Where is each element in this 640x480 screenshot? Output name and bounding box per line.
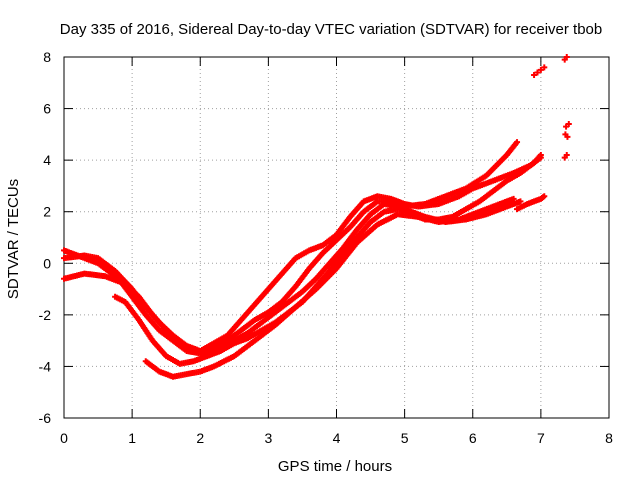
y-tick-label: -2 (39, 307, 52, 323)
chart-title: Day 335 of 2016, Sidereal Day-to-day VTE… (60, 21, 602, 38)
x-tick-label: 1 (128, 430, 136, 446)
y-tick-label: 8 (43, 49, 51, 65)
data-point (534, 69, 541, 76)
x-tick-label: 7 (537, 430, 545, 446)
series-track-f (514, 193, 548, 213)
data-point (541, 193, 548, 200)
x-tick-label: 2 (196, 430, 204, 446)
data-point (514, 139, 521, 146)
y-tick-label: -4 (39, 358, 52, 374)
x-tick-label: 8 (605, 430, 613, 446)
x-tick-label: 5 (401, 430, 409, 446)
y-tick-label: 2 (43, 204, 51, 220)
x-tick-label: 0 (60, 430, 68, 446)
y-tick-label: 4 (43, 152, 51, 168)
x-axis-label: GPS time / hours (278, 458, 392, 475)
data-point (537, 151, 544, 158)
y-tick-label: 0 (43, 255, 51, 271)
data-point (510, 195, 517, 202)
series-track-e (142, 195, 517, 380)
data-point (563, 54, 570, 60)
y-tick-label: 6 (43, 101, 51, 117)
y-axis: -6 -4 -2 0 2 4 6 8 (39, 49, 609, 426)
data-point (563, 123, 570, 130)
y-tick-label: -6 (39, 410, 52, 426)
x-tick-label: 3 (264, 430, 272, 446)
data-point (564, 133, 571, 140)
data-points (61, 54, 572, 380)
data-point (517, 198, 524, 205)
x-tick-label: 4 (333, 430, 341, 446)
data-point (537, 66, 544, 73)
data-point (563, 151, 570, 158)
series-late-cluster (531, 54, 572, 161)
y-axis-label: SDTVAR / TECUs (5, 179, 22, 299)
data-point (541, 64, 548, 71)
x-tick-label: 6 (469, 430, 477, 446)
x-axis: 0 1 2 3 4 5 6 7 8 (60, 57, 613, 446)
data-point (531, 72, 538, 79)
series-track-b (61, 139, 521, 357)
